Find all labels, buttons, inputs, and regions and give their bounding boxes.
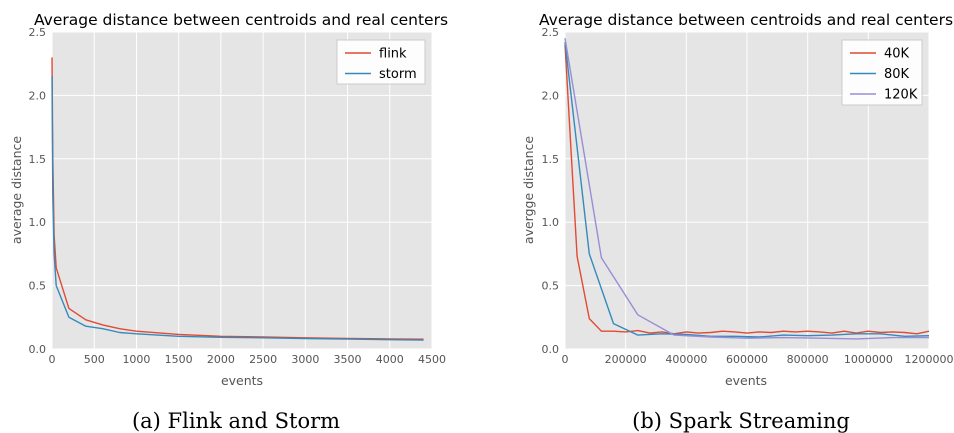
legend-label: 120K	[884, 88, 918, 103]
series-line-120k	[564, 38, 929, 340]
y-tick-label: 0.0	[542, 343, 560, 356]
y-axis-label: average distance	[9, 136, 24, 244]
grid	[51, 31, 433, 350]
x-tick-label: 400000	[665, 353, 707, 366]
y-tick-label: 2.0	[29, 89, 47, 102]
y-tick-label: 2.5	[542, 26, 560, 39]
x-tick-label: 1000	[122, 353, 150, 366]
legend-box	[336, 39, 426, 85]
x-tick-label: 0	[562, 353, 569, 366]
x-tick-label: 2000	[207, 353, 235, 366]
plot-background	[52, 32, 432, 349]
x-tick-label: 4500	[418, 353, 446, 366]
legend: 40K 80K 120K	[841, 39, 923, 106]
chart-flink-storm: Average distance between centroids and r…	[9, 11, 448, 433]
x-tick-label: 3000	[291, 353, 319, 366]
y-tick-label: 0.5	[29, 280, 47, 293]
x-tick-label: 1500	[165, 353, 193, 366]
x-tick-label: 1200000	[905, 353, 954, 366]
y-tick-label: 0.5	[542, 280, 560, 293]
x-tick-label: 500	[84, 353, 105, 366]
y-tick-label: 0.0	[29, 343, 47, 356]
x-tick-label: 800000	[787, 353, 829, 366]
chart-title: Average distance between centroids and r…	[34, 11, 448, 29]
y-tick-label: 1.0	[542, 216, 560, 229]
legend: flink storm	[336, 39, 426, 85]
y-tick-label: 1.5	[29, 153, 47, 166]
y-tick-label: 1.0	[29, 216, 47, 229]
y-tick-label: 2.5	[29, 26, 47, 39]
x-tick-label: 3500	[334, 353, 362, 366]
x-tick-label: 4000	[376, 353, 404, 366]
x-tick-label: 200000	[605, 353, 647, 366]
series-line-40k	[564, 44, 930, 335]
x-tick-label: 600000	[726, 353, 768, 366]
chart-title: Average distance between centroids and r…	[539, 11, 953, 29]
y-tick-label: 2.0	[542, 89, 560, 102]
chart-caption: (a) Flink and Storm	[132, 409, 340, 433]
legend-label: flink	[379, 47, 407, 62]
y-axis-label: avergge distance	[521, 136, 536, 244]
x-tick-label: 2500	[249, 353, 277, 366]
chart-spark-streaming: Average distance between centroids and r…	[521, 11, 954, 433]
legend-label: 40K	[884, 47, 910, 62]
series-line-storm	[51, 76, 424, 341]
x-axis-label: events	[221, 373, 263, 388]
y-tick-label: 1.5	[542, 153, 560, 166]
x-tick-label: 1000000	[844, 353, 893, 366]
x-axis-label: events	[725, 373, 767, 388]
chart-caption: (b) Spark Streaming	[632, 409, 850, 433]
legend-label: 80K	[884, 67, 910, 82]
grid	[564, 31, 930, 350]
legend-label: storm	[379, 67, 417, 82]
series-line-80k	[564, 42, 930, 338]
x-tick-label: 0	[49, 353, 56, 366]
